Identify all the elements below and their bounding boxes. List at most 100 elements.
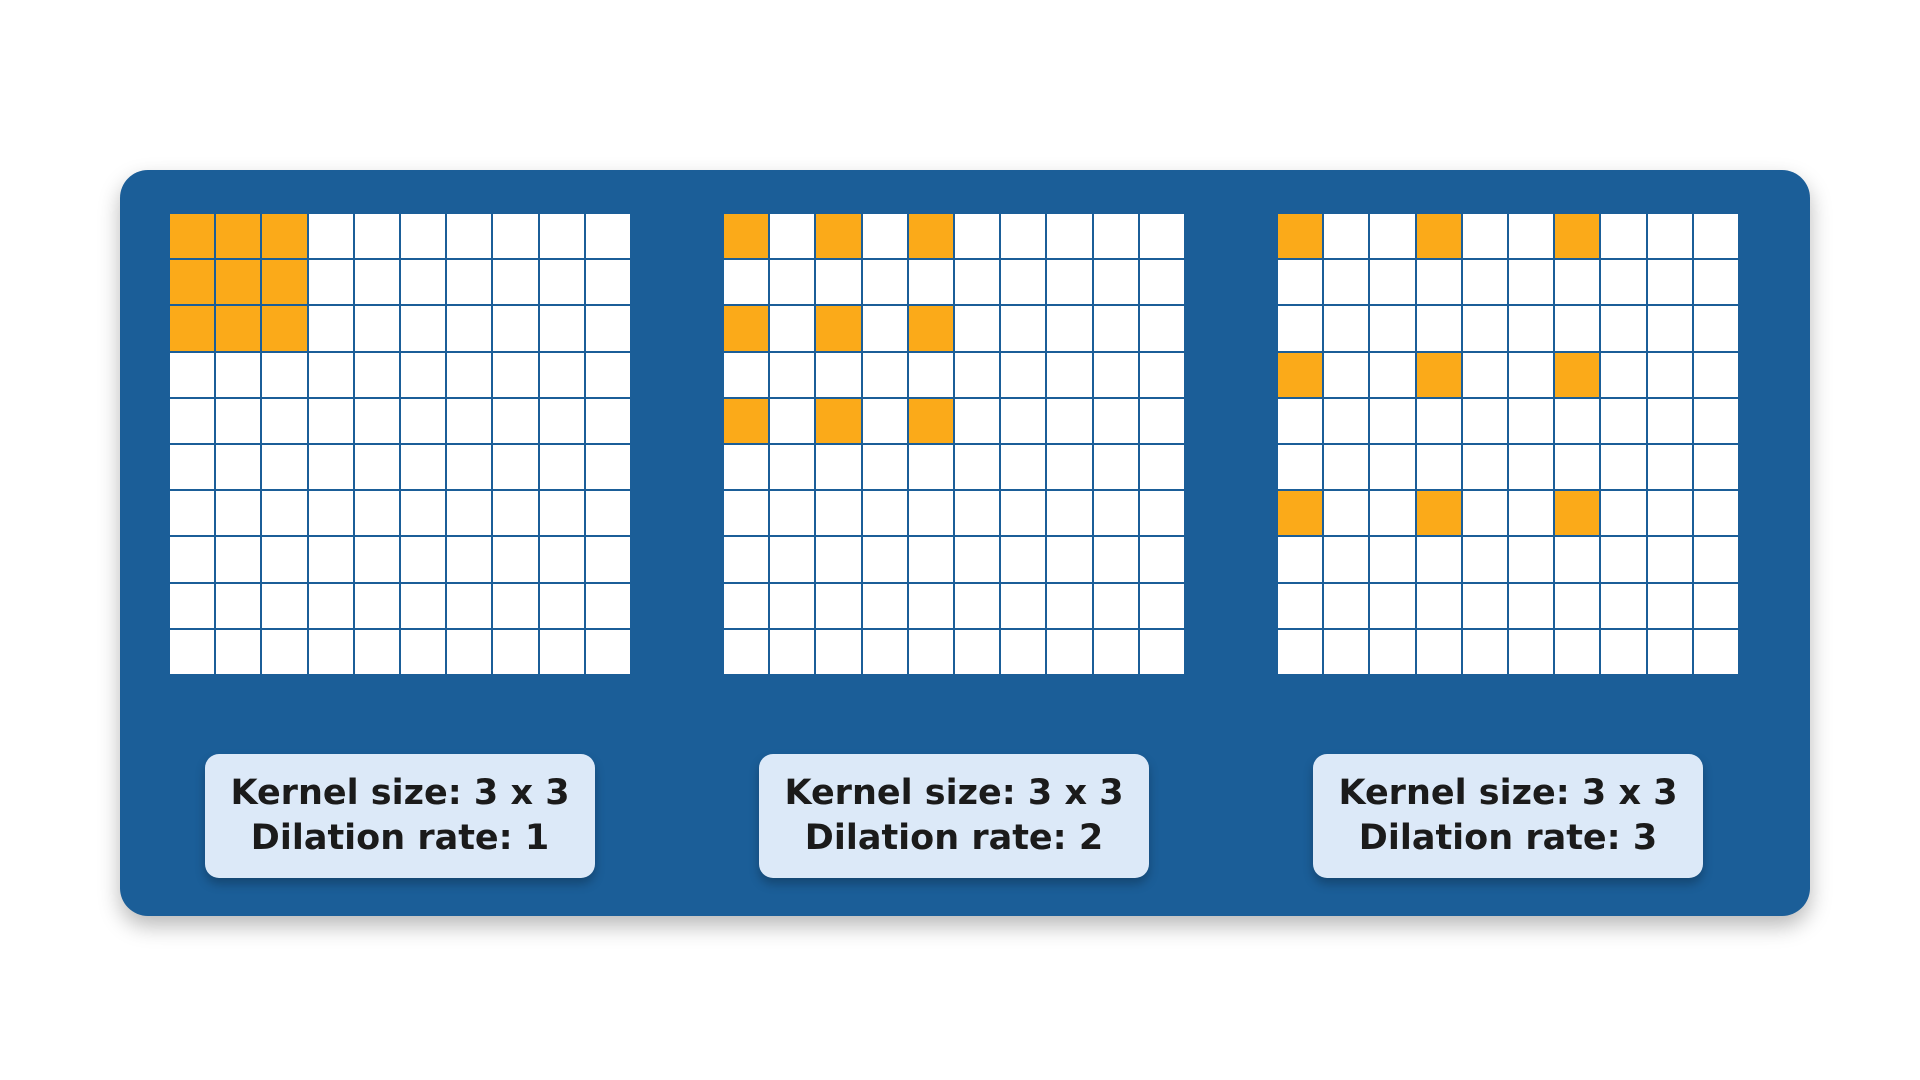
- grid-cell: [1601, 306, 1646, 351]
- kernel-cell: [216, 260, 261, 305]
- grid-cell: [1647, 445, 1692, 490]
- grid-cell: [354, 491, 399, 536]
- grid-cell: [354, 398, 399, 443]
- kernel-cell: [908, 398, 953, 443]
- grid-cell: [1001, 445, 1046, 490]
- grid-cell: [724, 537, 769, 582]
- grid-cell: [447, 629, 492, 674]
- grid-cell: [1324, 629, 1369, 674]
- grid-cell: [770, 398, 815, 443]
- kernel-size-label: Kernel size: 3 x 3: [230, 773, 570, 813]
- grid-cell: [1647, 306, 1692, 351]
- grid-cell: [354, 260, 399, 305]
- grid-cell: [1093, 214, 1138, 259]
- grid-cell: [1093, 352, 1138, 397]
- grid-cell: [1509, 352, 1554, 397]
- grid-cell: [816, 445, 861, 490]
- grid-cell: [955, 214, 1000, 259]
- grid-cell: [1601, 629, 1646, 674]
- grid-cell: [955, 491, 1000, 536]
- grid-cell: [955, 445, 1000, 490]
- grid-cell: [1370, 537, 1415, 582]
- grid-cell: [862, 306, 907, 351]
- grid-cell: [262, 537, 307, 582]
- grid-cell: [1462, 260, 1507, 305]
- grid-cell: [770, 445, 815, 490]
- grid-cell: [308, 537, 353, 582]
- grid-cell: [401, 352, 446, 397]
- kernel-cell: [1278, 352, 1323, 397]
- dilation-rate-label: Dilation rate: 2: [804, 818, 1104, 858]
- grid-cell: [262, 629, 307, 674]
- grid-cell: [1555, 537, 1600, 582]
- kernel-size-label: Kernel size: 3 x 3: [1338, 773, 1678, 813]
- grid-cell: [724, 352, 769, 397]
- grid-cell: [1416, 629, 1461, 674]
- grid-cell: [1509, 214, 1554, 259]
- grid-cell: [493, 537, 538, 582]
- grid-cell: [308, 398, 353, 443]
- grid-cell: [1647, 583, 1692, 628]
- grid-cell: [493, 583, 538, 628]
- grid-cell: [539, 491, 584, 536]
- grid-cell: [1139, 398, 1184, 443]
- grid-cell: [1324, 260, 1369, 305]
- grid-cell: [585, 629, 630, 674]
- grid-cell: [1509, 445, 1554, 490]
- grid-cell: [262, 583, 307, 628]
- grid-cell: [816, 583, 861, 628]
- grid-cell: [1647, 352, 1692, 397]
- grid-cell: [585, 398, 630, 443]
- kernel-cell: [1278, 214, 1323, 259]
- grid-cell: [1693, 398, 1738, 443]
- grid-cell: [493, 260, 538, 305]
- grid-cell: [862, 445, 907, 490]
- grid-cell: [1047, 491, 1092, 536]
- grid-cell: [1509, 629, 1554, 674]
- grid-cell: [955, 629, 1000, 674]
- grid-cell: [1462, 629, 1507, 674]
- grid-cell: [1139, 629, 1184, 674]
- grid-cell: [816, 491, 861, 536]
- grid-cell: [1324, 352, 1369, 397]
- grid-cell: [1693, 445, 1738, 490]
- grid-cell: [724, 445, 769, 490]
- grid-cell: [1370, 445, 1415, 490]
- grid-cell: [1278, 537, 1323, 582]
- grid-cell: [770, 260, 815, 305]
- grid-cell: [770, 491, 815, 536]
- grid-cell: [1001, 352, 1046, 397]
- grid-cell: [908, 537, 953, 582]
- dilation-rate-label: Dilation rate: 3: [1358, 818, 1658, 858]
- grid-cell: [1647, 537, 1692, 582]
- grid-cell: [1647, 629, 1692, 674]
- grid-cell: [1093, 398, 1138, 443]
- grid-cell: [539, 629, 584, 674]
- grid-cell: [955, 352, 1000, 397]
- grid-cell: [354, 306, 399, 351]
- kernel-cell: [1555, 352, 1600, 397]
- grid-cell: [1462, 445, 1507, 490]
- grid-cell: [724, 629, 769, 674]
- grid-cell: [447, 537, 492, 582]
- grid-cell: [862, 537, 907, 582]
- kernel-cell: [724, 398, 769, 443]
- grid-cell: [1047, 629, 1092, 674]
- grid-cell: [585, 445, 630, 490]
- grid-cell: [401, 629, 446, 674]
- grid-cell: [216, 398, 261, 443]
- grid-cell: [1462, 491, 1507, 536]
- grid-cell: [1647, 214, 1692, 259]
- grid-cell: [585, 583, 630, 628]
- grid-cell: [1601, 398, 1646, 443]
- grid-cell: [1278, 445, 1323, 490]
- grid-cell: [1693, 214, 1738, 259]
- kernel-cell: [262, 306, 307, 351]
- grid-cell: [308, 583, 353, 628]
- grid-cell: [1001, 537, 1046, 582]
- grid-cell: [1093, 260, 1138, 305]
- grid-cell: [1647, 491, 1692, 536]
- kernel-cell: [816, 306, 861, 351]
- grid-cell: [1139, 537, 1184, 582]
- kernel-cell: [1555, 214, 1600, 259]
